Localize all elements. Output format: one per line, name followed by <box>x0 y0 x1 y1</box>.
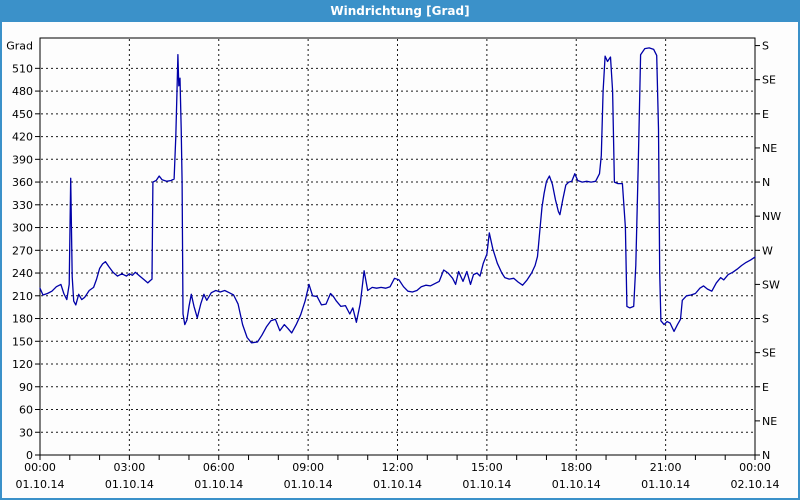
x-time-label: 12:00 <box>382 461 414 474</box>
x-date-label: 01.10.14 <box>16 478 65 491</box>
y-tick-label: 120 <box>12 358 33 371</box>
y-tick-label: 150 <box>12 335 33 348</box>
x-date-label: 01.10.14 <box>373 478 422 491</box>
x-date-label: 01.10.14 <box>105 478 154 491</box>
y-tick-label: 360 <box>12 176 33 189</box>
compass-label: SW <box>762 278 780 291</box>
y-tick-label: 30 <box>19 426 33 439</box>
compass-label: W <box>762 244 773 257</box>
x-time-label: 15:00 <box>471 461 503 474</box>
x-date-label: 01.10.14 <box>641 478 690 491</box>
y-tick-label: 0 <box>26 449 33 462</box>
y-tick-label: 210 <box>12 290 33 303</box>
compass-label: N <box>762 449 770 462</box>
window-title: Windrichtung [Grad] <box>330 4 470 18</box>
chart-area: 0 30 60 90 120 150 180 210 240 270 300 330 360 390 420… <box>2 22 798 498</box>
compass-label: N <box>762 176 770 189</box>
x-time-label: 00:00 <box>739 461 771 474</box>
chart-svg: 0 30 60 90 120 150 180 210 240 270 300 330 360 390 420… <box>6 37 781 491</box>
compass-label: NE <box>762 142 777 155</box>
y-tick-label: 300 <box>12 222 33 235</box>
gridlines <box>41 39 754 454</box>
axis-ticks <box>35 45 760 460</box>
x-axis-labels: 00:00 01.10.14 03:00 01.10.14 06:00 01.10.14 0… <box>16 461 780 491</box>
y-tick-label: 390 <box>12 153 33 166</box>
compass-label: E <box>762 108 769 121</box>
compass-label: NW <box>762 210 781 223</box>
x-time-label: 03:00 <box>114 461 146 474</box>
y-tick-label: 480 <box>12 85 33 98</box>
y-tick-label: 450 <box>12 108 33 121</box>
y-tick-label: 60 <box>19 404 33 417</box>
x-time-label: 21:00 <box>650 461 682 474</box>
y-tick-label: 240 <box>12 267 33 280</box>
compass-label: SE <box>762 347 776 360</box>
y-tick-label: 420 <box>12 131 33 144</box>
wind-direction-line <box>39 47 756 344</box>
y-axis-right-labels: S SE E NE N NW W SW S SE E NE N <box>762 40 781 462</box>
x-date-label: 01.10.14 <box>552 478 601 491</box>
x-time-label: 18:00 <box>560 461 592 474</box>
y-tick-label: 180 <box>12 313 33 326</box>
y-tick-label: 270 <box>12 244 33 257</box>
x-date-label: 01.10.14 <box>462 478 511 491</box>
y-axis-unit-label: Grad <box>6 40 33 53</box>
x-time-label: 06:00 <box>203 461 235 474</box>
y-axis-left-labels: 0 30 60 90 120 150 180 210 240 270 300 330 360 390 420… <box>6 40 33 462</box>
x-date-label: 01.10.14 <box>284 478 333 491</box>
series-line <box>39 47 756 344</box>
window-titlebar[interactable]: Windrichtung [Grad] <box>0 0 800 22</box>
compass-label: S <box>762 313 769 326</box>
compass-label: SE <box>762 74 776 87</box>
x-time-label: 09:00 <box>292 461 324 474</box>
compass-label: NE <box>762 415 777 428</box>
compass-label: S <box>762 40 769 53</box>
y-tick-label: 90 <box>19 381 33 394</box>
x-date-label: 01.10.14 <box>194 478 243 491</box>
x-date-label: 02.10.14 <box>731 478 780 491</box>
compass-label: E <box>762 381 769 394</box>
y-tick-label: 330 <box>12 199 33 212</box>
x-time-label: 00:00 <box>24 461 56 474</box>
y-tick-label: 510 <box>12 62 33 75</box>
